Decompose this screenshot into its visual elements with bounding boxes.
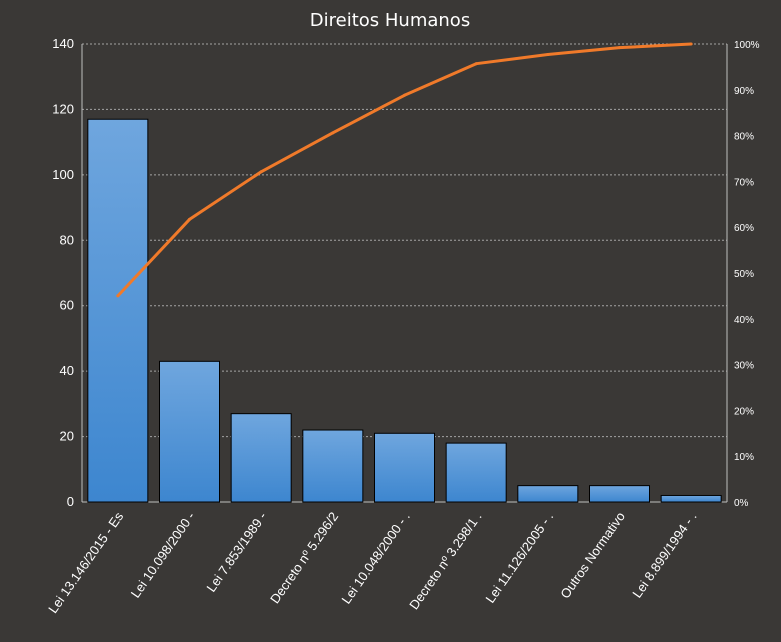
y-right-tick-label: 50% xyxy=(734,269,754,280)
left-axis: 0 20 40 60 80 100 120 140 xyxy=(52,36,74,509)
cumulative-line xyxy=(116,42,692,297)
line-point xyxy=(403,93,406,97)
x-tick-label: Lei 10.098/2000 - xyxy=(128,509,198,601)
y-left-tick-label: 80 xyxy=(60,232,74,247)
bar xyxy=(445,442,507,503)
line-point xyxy=(259,170,263,174)
line-point xyxy=(474,62,478,66)
y-right-tick-label: 10% xyxy=(734,452,754,463)
bars xyxy=(87,118,722,503)
x-tick-label: Decreto nº 5.296/2 xyxy=(267,509,341,606)
y-right-tick-label: 70% xyxy=(734,177,754,188)
y-right-tick-label: 80% xyxy=(734,132,754,143)
y-right-tick-label: 100% xyxy=(734,40,760,51)
y-left-tick-label: 20 xyxy=(60,429,74,444)
line-point xyxy=(331,131,335,135)
bar xyxy=(660,494,722,503)
x-tick-label: Outros Normativo xyxy=(557,509,628,601)
x-tick-label: Lei 10.048/2000 - . xyxy=(338,509,412,606)
bar xyxy=(87,118,149,503)
y-right-tick-label: 40% xyxy=(734,315,754,326)
line-point xyxy=(689,42,693,46)
x-tick-label: Lei 13.146/2015 - Es xyxy=(45,509,126,616)
y-right-tick-label: 90% xyxy=(734,86,754,97)
bar xyxy=(302,429,364,503)
x-tick-label: Lei 7.853/1989 - xyxy=(203,509,269,595)
y-left-tick-label: 100 xyxy=(52,167,74,182)
bar xyxy=(589,485,650,503)
y-left-tick-label: 40 xyxy=(60,363,74,378)
y-right-tick-label: 20% xyxy=(734,406,754,417)
y-left-tick-label: 0 xyxy=(67,494,74,509)
x-tick-label: Decreto nº 3.298/1 . xyxy=(406,509,484,612)
y-right-tick-label: 60% xyxy=(734,223,754,234)
x-tick-label: Lei 11.126/2005 - . xyxy=(482,509,556,606)
chart-title: Direitos Humanos xyxy=(310,10,470,31)
bar xyxy=(230,413,292,503)
y-left-tick-label: 60 xyxy=(60,298,74,313)
x-axis: Lei 13.146/2015 - Es Lei 10.098/2000 - Lei… xyxy=(45,509,699,616)
bar xyxy=(159,360,220,503)
line-point xyxy=(618,46,621,50)
right-axis: 0% 10% 20% 30% 40% 50% 60% 70% 80% 90% 100% xyxy=(734,40,760,509)
cumulative-line-layer xyxy=(116,42,693,298)
bar xyxy=(517,485,579,503)
y-right-tick-label: 0% xyxy=(734,498,749,509)
x-tick-label: Lei 8.899/1994 - . xyxy=(629,509,699,601)
y-right-tick-label: 30% xyxy=(734,361,754,372)
line-point xyxy=(546,53,550,57)
line-point xyxy=(188,217,191,221)
y-left-tick-label: 140 xyxy=(52,36,74,51)
line-point xyxy=(116,294,120,298)
bar xyxy=(374,432,435,503)
y-left-tick-label: 120 xyxy=(52,101,74,116)
